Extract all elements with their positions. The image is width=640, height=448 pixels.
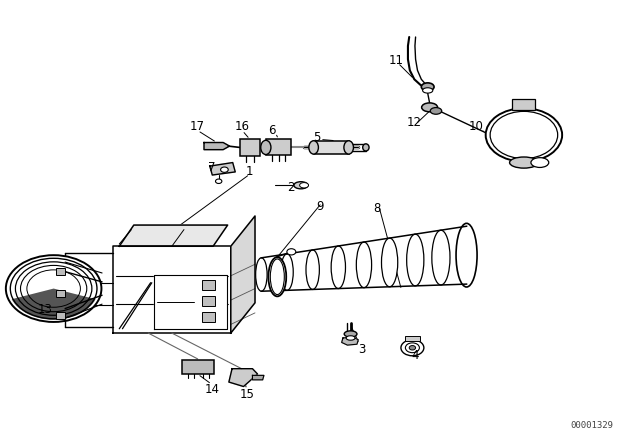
Bar: [202, 296, 215, 306]
Bar: [513, 99, 536, 111]
Polygon shape: [204, 142, 230, 150]
Ellipse shape: [344, 141, 353, 154]
Text: 8: 8: [374, 202, 381, 215]
Circle shape: [401, 340, 424, 356]
Ellipse shape: [268, 257, 286, 296]
Ellipse shape: [255, 258, 267, 291]
Circle shape: [216, 179, 222, 184]
Text: 6: 6: [268, 124, 276, 137]
Text: 10: 10: [468, 121, 484, 134]
Bar: [314, 141, 349, 154]
Polygon shape: [113, 246, 231, 333]
Ellipse shape: [432, 230, 450, 285]
Polygon shape: [342, 337, 358, 345]
Bar: [202, 280, 215, 290]
Polygon shape: [210, 163, 236, 175]
Ellipse shape: [422, 103, 438, 112]
Circle shape: [221, 167, 228, 172]
Ellipse shape: [260, 140, 271, 155]
Circle shape: [6, 255, 101, 322]
Ellipse shape: [430, 108, 442, 114]
Text: 2: 2: [287, 181, 295, 194]
Text: 12: 12: [407, 116, 422, 129]
Ellipse shape: [294, 182, 308, 189]
Bar: [202, 312, 215, 322]
Circle shape: [287, 249, 296, 255]
Text: 15: 15: [239, 388, 254, 401]
Ellipse shape: [531, 158, 548, 168]
Ellipse shape: [406, 234, 424, 286]
Text: 00001329: 00001329: [570, 421, 613, 430]
Ellipse shape: [422, 88, 433, 93]
Ellipse shape: [456, 224, 477, 287]
Bar: [182, 360, 214, 374]
Bar: [56, 290, 65, 297]
Bar: [266, 139, 291, 155]
Ellipse shape: [363, 144, 369, 151]
Circle shape: [409, 345, 415, 350]
Text: 14: 14: [204, 383, 219, 396]
Text: 5: 5: [313, 131, 321, 144]
Circle shape: [486, 108, 562, 162]
Text: 4: 4: [412, 349, 419, 362]
Polygon shape: [154, 275, 227, 329]
Ellipse shape: [346, 336, 355, 340]
Polygon shape: [119, 225, 228, 246]
Ellipse shape: [331, 246, 346, 289]
Ellipse shape: [309, 141, 319, 154]
Polygon shape: [229, 369, 257, 387]
Wedge shape: [12, 289, 95, 320]
Bar: [56, 268, 65, 275]
Bar: [404, 336, 420, 340]
Text: 3: 3: [358, 343, 365, 356]
Bar: [56, 312, 65, 319]
Ellipse shape: [344, 331, 357, 337]
Text: 1: 1: [246, 165, 253, 178]
Ellipse shape: [509, 157, 538, 168]
Text: 16: 16: [235, 121, 250, 134]
Text: 11: 11: [389, 54, 404, 67]
Polygon shape: [252, 375, 264, 380]
Ellipse shape: [381, 238, 397, 287]
Ellipse shape: [306, 250, 319, 289]
Text: 13: 13: [37, 303, 52, 316]
Polygon shape: [231, 216, 255, 333]
Ellipse shape: [281, 254, 293, 290]
Ellipse shape: [421, 83, 434, 91]
Circle shape: [405, 343, 419, 353]
Text: 7: 7: [208, 160, 216, 173]
Ellipse shape: [356, 242, 372, 288]
Text: 9: 9: [316, 200, 324, 213]
Ellipse shape: [300, 183, 308, 188]
Bar: [240, 139, 260, 156]
Text: 17: 17: [190, 121, 205, 134]
